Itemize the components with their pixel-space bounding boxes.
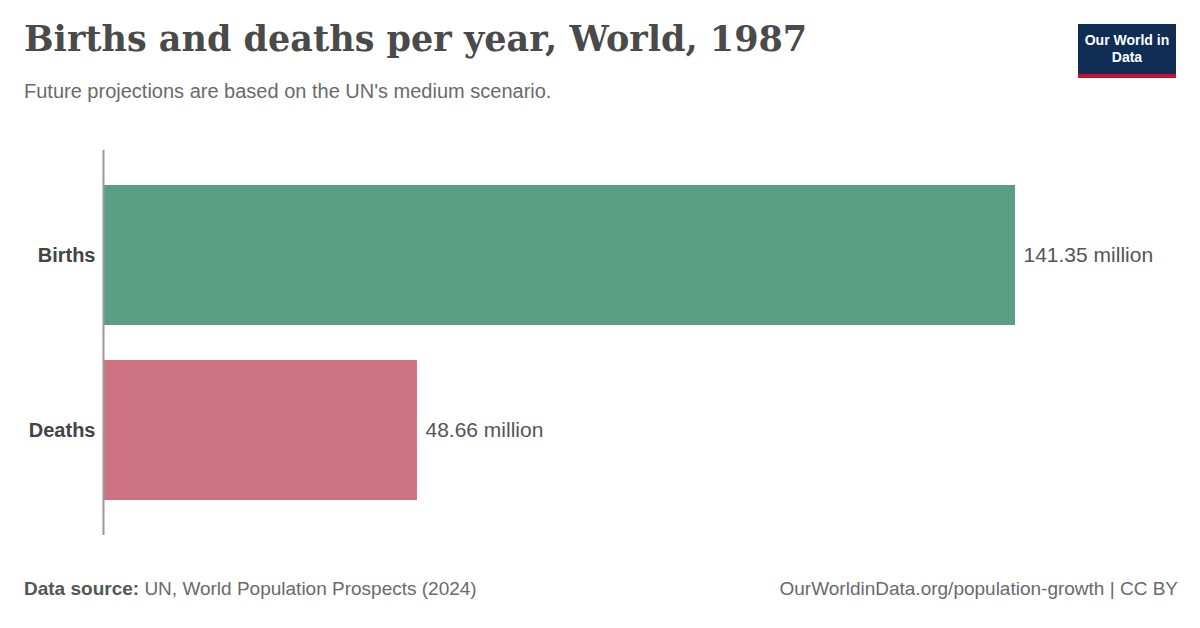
html-text:Our World in Data: Our World in Data (1084, 32, 1170, 65)
svg-text:141.35 million: 141.35 million (1024, 243, 1154, 266)
svg-text:48.66 million: 48.66 million (425, 418, 543, 441)
html-text:Future projections are based o: Future projections are based on the UN's… (24, 80, 552, 102)
html-text:Births and deaths per year, Wo: Births and deaths per year, World, 1987 (24, 18, 808, 59)
svg-text:Births: Births (38, 244, 96, 266)
html-text:OurWorldinData.org/population-: OurWorldinData.org/population-growth | C… (779, 578, 1178, 599)
html-text:Data source: UN, World Populat: Data source: UN, World Population Prospe… (24, 578, 477, 599)
svg-text:Deaths: Deaths (29, 419, 96, 441)
